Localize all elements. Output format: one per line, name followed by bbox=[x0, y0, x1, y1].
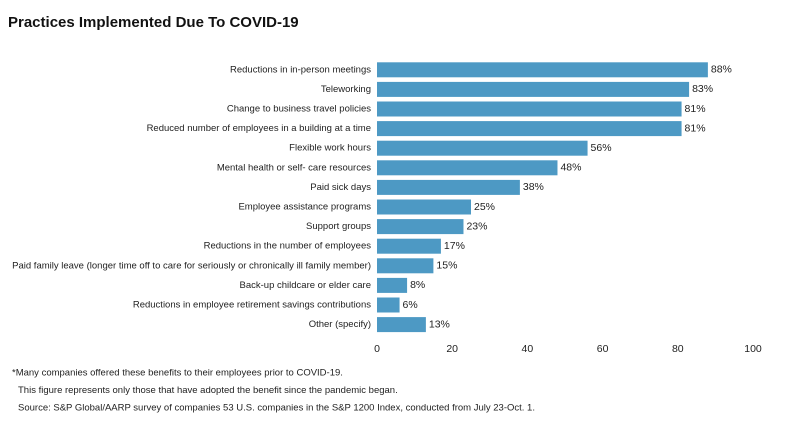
value-label: 17% bbox=[444, 240, 465, 252]
footnote: *Many companies offered these benefits t… bbox=[12, 368, 343, 379]
chart-title: Practices Implemented Due To COVID-19 bbox=[8, 14, 299, 31]
bar bbox=[377, 199, 471, 215]
value-label: 25% bbox=[474, 201, 495, 213]
category-label: Reductions in the number of employees bbox=[204, 241, 372, 252]
value-label: 81% bbox=[685, 122, 706, 134]
x-tick-label: 40 bbox=[522, 343, 534, 355]
value-label: 13% bbox=[429, 318, 450, 330]
category-label: Paid sick days bbox=[310, 182, 371, 193]
bar bbox=[377, 238, 441, 254]
bar bbox=[377, 160, 558, 176]
value-label: 38% bbox=[523, 181, 544, 193]
bar bbox=[377, 62, 708, 78]
bar bbox=[377, 121, 682, 137]
footnote: This figure represents only those that h… bbox=[18, 385, 398, 396]
bar bbox=[377, 101, 682, 117]
category-label: Flexible work hours bbox=[289, 143, 371, 154]
value-label: 6% bbox=[403, 299, 418, 311]
value-label: 8% bbox=[410, 279, 425, 291]
value-label: 81% bbox=[685, 103, 706, 115]
value-label: 15% bbox=[436, 260, 457, 272]
category-label: Other (specify) bbox=[309, 319, 371, 330]
bar bbox=[377, 258, 434, 274]
bar bbox=[377, 317, 426, 333]
category-label: Change to business travel policies bbox=[227, 104, 371, 115]
bar bbox=[377, 179, 520, 195]
x-tick-label: 80 bbox=[672, 343, 684, 355]
value-label: 83% bbox=[692, 83, 713, 95]
category-label: Reductions in employee retirement saving… bbox=[133, 300, 371, 311]
bar bbox=[377, 219, 464, 235]
category-label: Paid family leave (longer time off to ca… bbox=[12, 260, 371, 271]
x-tick-label: 20 bbox=[446, 343, 458, 355]
x-tick-label: 60 bbox=[597, 343, 609, 355]
category-label: Support groups bbox=[306, 221, 371, 232]
category-label: Employee assistance programs bbox=[238, 202, 371, 213]
value-label: 88% bbox=[711, 64, 732, 76]
category-label: Reductions in in-person meetings bbox=[230, 64, 371, 75]
category-label: Reduced number of employees in a buildin… bbox=[147, 123, 371, 134]
value-label: 23% bbox=[466, 220, 487, 232]
bar bbox=[377, 297, 400, 313]
x-tick-label: 100 bbox=[744, 343, 762, 355]
category-label: Teleworking bbox=[321, 84, 371, 95]
bar bbox=[377, 277, 408, 293]
bar bbox=[377, 140, 588, 156]
value-label: 48% bbox=[560, 162, 581, 174]
value-label: 56% bbox=[591, 142, 612, 154]
footnote: Source: S&P Global/AARP survey of compan… bbox=[18, 403, 535, 414]
x-tick-label: 0 bbox=[374, 343, 380, 355]
bar bbox=[377, 81, 690, 97]
category-label: Back-up childcare or elder care bbox=[240, 280, 371, 291]
category-label: Mental health or self- care resources bbox=[217, 162, 371, 173]
